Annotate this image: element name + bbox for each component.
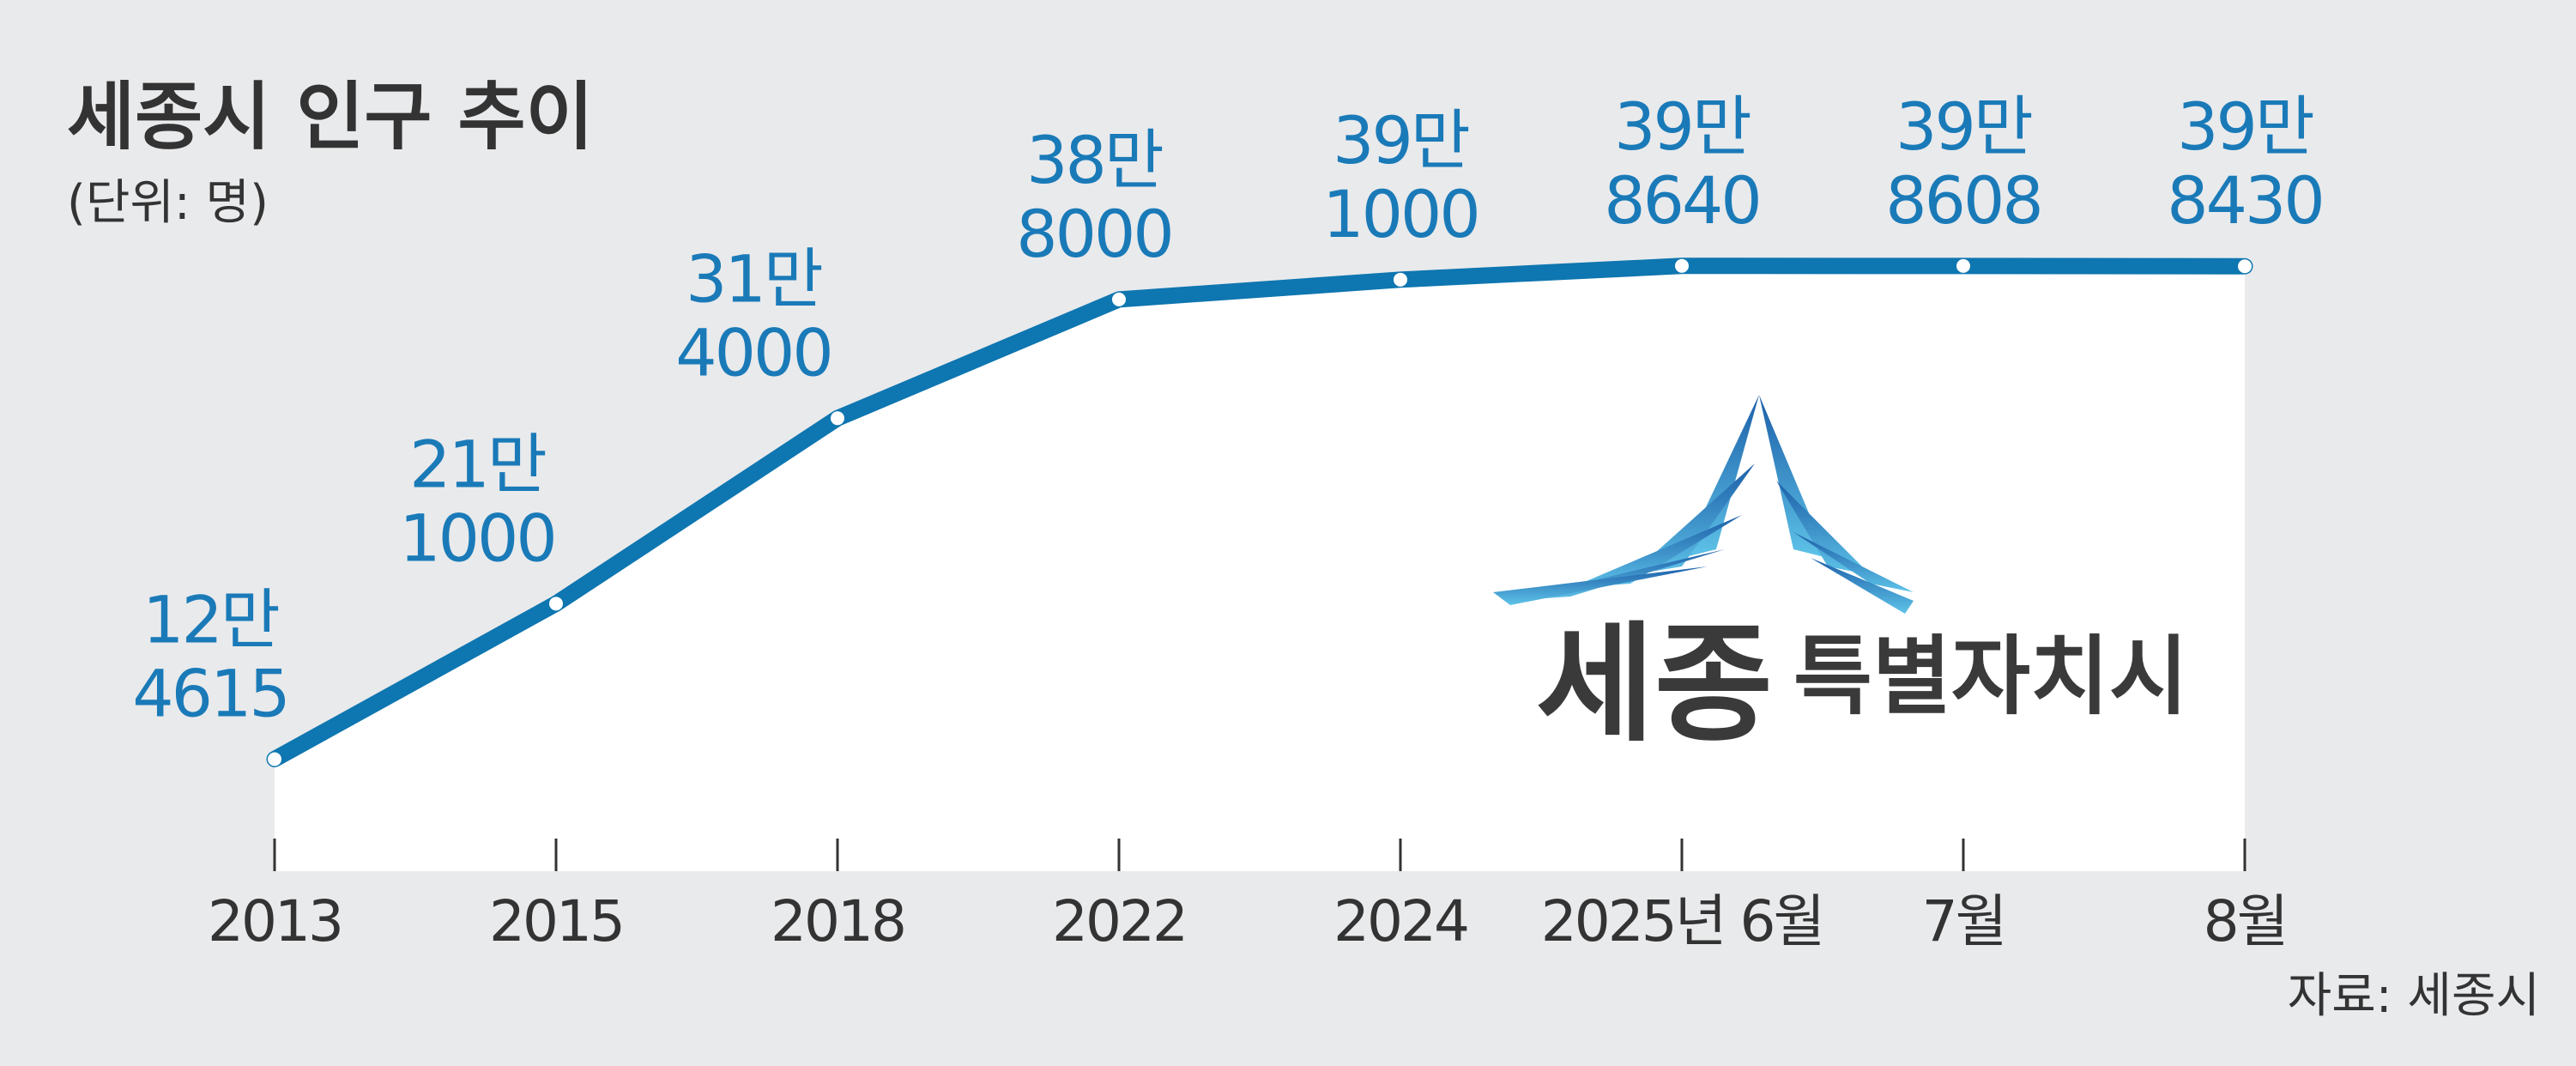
value-label: 39만 8608 xyxy=(1885,88,2041,239)
value-label: 39만 8430 xyxy=(2167,88,2322,239)
value-label-line: 8000 xyxy=(1016,196,1171,272)
value-label: 21만 1000 xyxy=(399,426,554,576)
point xyxy=(1956,258,1970,273)
value-label: 39만 8640 xyxy=(1604,88,1759,239)
point xyxy=(1394,272,1407,287)
x-tick-label: 2018 xyxy=(771,888,904,954)
value-label: 38만 8000 xyxy=(1016,122,1171,272)
logo-stripe xyxy=(1776,481,1871,575)
logo-subtitle: 특별자치시 xyxy=(1793,626,2188,726)
chart-subtitle: (단위: 명) xyxy=(67,175,269,231)
logo-stripe xyxy=(1630,463,1755,575)
value-label-line: 8430 xyxy=(2167,162,2322,239)
x-tick-label: 2015 xyxy=(489,888,623,954)
value-label-line: 39만 xyxy=(1614,88,1751,165)
value-label-line: 12만 xyxy=(142,581,279,657)
value-label-line: 8640 xyxy=(1604,162,1759,239)
x-tick-label: 2024 xyxy=(1333,888,1467,954)
value-label-line: 4000 xyxy=(675,314,831,391)
x-tick-label: 2022 xyxy=(1052,888,1186,954)
x-tick-label: 2013 xyxy=(208,888,342,954)
value-label-line: 8608 xyxy=(1885,162,2041,239)
point xyxy=(831,411,844,426)
value-label-line: 39만 xyxy=(2177,88,2313,165)
logo-name: 세종 xyxy=(1536,610,1773,760)
point xyxy=(268,752,281,766)
value-label-line: 4615 xyxy=(132,655,287,731)
value-label-line: 1000 xyxy=(1322,176,1478,252)
x-tick-label: 2025년 6월 xyxy=(1541,888,1823,954)
chart-title: 세종시 인구 추이 xyxy=(67,74,594,160)
point xyxy=(1675,258,1689,273)
value-label-line: 38만 xyxy=(1026,122,1163,198)
value-label: 12만 4615 xyxy=(132,581,287,731)
point xyxy=(2238,259,2252,274)
line xyxy=(266,257,2253,767)
value-label-line: 1000 xyxy=(399,500,554,576)
value-label: 31만 4000 xyxy=(675,240,831,391)
value-label-line: 39만 xyxy=(1896,88,2032,165)
logo-stripe xyxy=(1570,515,1742,588)
value-label: 39만 1000 xyxy=(1322,102,1478,252)
x-tick-label: 8월 xyxy=(2204,888,2287,954)
value-label-line: 31만 xyxy=(686,240,822,317)
logo-stripe xyxy=(1793,532,1914,592)
logo-stripe xyxy=(1811,558,1914,614)
logo: 세종 특별자치시 xyxy=(1493,395,2188,760)
point xyxy=(1112,292,1126,306)
value-label-line: 39만 xyxy=(1333,102,1469,179)
logo-stripe xyxy=(1493,566,1708,605)
source: 자료: 세종시 xyxy=(2288,968,2540,1024)
point xyxy=(549,597,563,611)
x-tick-label: 7월 xyxy=(1922,888,2005,954)
value-label-line: 21만 xyxy=(409,426,546,502)
